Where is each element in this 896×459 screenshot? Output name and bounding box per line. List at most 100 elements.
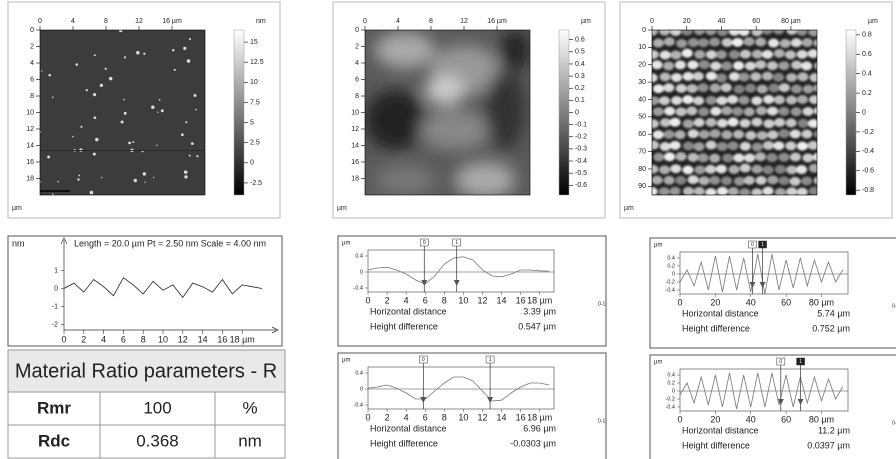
scale-tick-label: 0.8 (862, 32, 872, 39)
x-tick-label: 8 (429, 18, 433, 25)
x-tick-label: 12 (477, 295, 487, 305)
grain (797, 118, 809, 128)
profile-line (679, 372, 844, 410)
grain (744, 153, 756, 163)
measure-label: Horizontal distance (370, 423, 447, 433)
grain (763, 94, 775, 104)
cursor-tag (748, 240, 757, 249)
grain (813, 106, 817, 115)
y-unit: µm (654, 360, 662, 366)
grain (722, 153, 734, 163)
grain (721, 37, 733, 47)
grain (721, 61, 733, 71)
particle (41, 70, 43, 72)
blob (365, 90, 425, 150)
grain (762, 186, 774, 195)
blob (485, 70, 525, 150)
grain (778, 176, 790, 186)
grain (664, 152, 676, 162)
grain (755, 37, 767, 47)
y-tick-label: 8 (30, 93, 34, 100)
grain (675, 83, 687, 93)
grain (652, 49, 659, 59)
grain (715, 164, 727, 174)
x-tick-label: 40 (746, 414, 756, 424)
y-tick-label: 2 (355, 43, 359, 50)
grain (751, 30, 763, 37)
grain (745, 130, 757, 140)
grain (682, 186, 694, 195)
x-tick-label: 16 (217, 334, 227, 344)
profile-line (367, 256, 550, 285)
grain (720, 83, 732, 93)
scale-tick-label: -0.5 (575, 170, 587, 177)
x-tick-label: 12 (460, 18, 468, 25)
particle (158, 98, 161, 101)
grain (763, 119, 775, 129)
particle (95, 137, 99, 142)
grain (727, 141, 739, 151)
grain (697, 83, 709, 93)
panel-frame (337, 235, 607, 347)
grain (652, 30, 658, 36)
y-tick-label: 18 (351, 175, 359, 182)
measure-value: 3.39 µm (523, 306, 556, 316)
scale-tick-label: 12.5 (250, 59, 264, 66)
y-unit: nm (12, 238, 25, 248)
cursor-tag (758, 240, 767, 249)
grain (669, 140, 681, 150)
grain (676, 38, 688, 48)
x-tick-label: 60 (752, 18, 760, 25)
grain (705, 164, 717, 174)
particle (119, 30, 123, 33)
grain (653, 152, 665, 162)
particle (93, 116, 97, 120)
x-tick-label: 6 (423, 295, 428, 305)
scale-tick-label: 7.5 (250, 99, 260, 106)
table-cell-text: nm (238, 431, 262, 450)
particle (89, 190, 94, 195)
grain (808, 118, 817, 128)
cursor-label: 0 (751, 242, 754, 248)
grain (801, 129, 813, 139)
grain (779, 38, 791, 48)
table-title: Material Ratio parameters - R (15, 360, 277, 382)
grain (727, 117, 739, 127)
grain (728, 164, 740, 174)
blob (500, 30, 530, 70)
particle (195, 108, 197, 111)
grain (670, 50, 682, 60)
grain (733, 84, 745, 94)
measure-value: 0.547 µm (518, 321, 556, 331)
table-cell-text: 0.368 (136, 431, 179, 450)
grain (739, 163, 751, 173)
x-tick-label: 6 (423, 412, 428, 422)
x-tick-label: 14 (198, 334, 208, 344)
particle (92, 152, 96, 156)
grain (681, 30, 693, 36)
grain (733, 61, 745, 71)
scale-tick-label: 0.2 (575, 85, 585, 92)
plot-frame (679, 368, 849, 412)
grain (663, 61, 675, 71)
grain (790, 38, 802, 48)
grain (705, 187, 717, 195)
y-tick-label: 0 (672, 271, 675, 277)
grain (809, 73, 817, 83)
blob (375, 165, 435, 195)
grain (796, 30, 808, 36)
particle (92, 93, 97, 97)
grain (658, 187, 670, 195)
x-tick-label: 2 (385, 295, 390, 305)
grain (751, 188, 763, 195)
grain (756, 130, 768, 140)
y-tick-label: 10 (351, 109, 359, 116)
grain (717, 30, 729, 37)
grain (785, 118, 797, 128)
measure-value: 0.0397 µm (807, 440, 850, 450)
x-tick-label: 0 (38, 18, 42, 25)
grain (652, 175, 663, 185)
particle (48, 73, 51, 77)
blob (375, 32, 435, 68)
table-cell (7, 391, 101, 426)
